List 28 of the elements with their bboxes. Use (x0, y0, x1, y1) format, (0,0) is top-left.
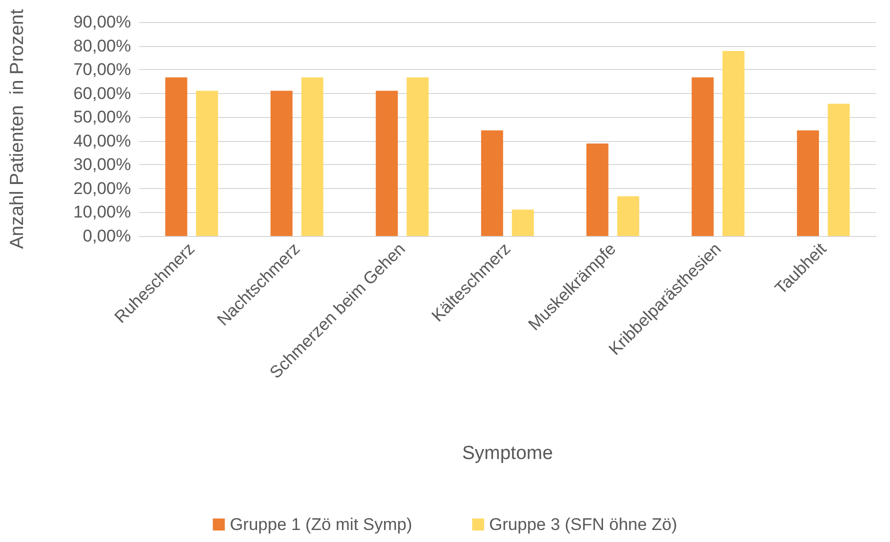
legend-label: Gruppe 3 (SFN öhne Zö) (489, 515, 678, 534)
y-tick-label: 0,00% (82, 226, 131, 246)
bar (196, 90, 218, 236)
bar (376, 90, 398, 236)
bar (301, 77, 324, 236)
y-tick-label: 70,00% (73, 60, 131, 80)
y-tick-label: 40,00% (73, 131, 131, 150)
y-tick-label: 80,00% (73, 36, 131, 56)
x-axis-title: Symptome (462, 443, 553, 464)
y-axis-title: Anzahl Patienten in Prozent (7, 8, 28, 249)
bar (586, 144, 608, 236)
bar (796, 130, 819, 236)
y-tick-label: 50,00% (73, 108, 131, 127)
y-tick-label: 30,00% (73, 155, 131, 174)
legend-label: Gruppe 1 (Zö mit Symp) (230, 515, 412, 534)
bar (406, 77, 429, 236)
bar (828, 104, 850, 236)
bar (722, 51, 744, 236)
y-tick-label: 20,00% (73, 178, 131, 198)
y-tick-label: 60,00% (73, 84, 131, 103)
bar (481, 130, 504, 236)
bar (165, 77, 188, 236)
bar (692, 77, 714, 236)
y-tick-label: 90,00% (73, 12, 131, 32)
bar (512, 210, 534, 236)
bar (617, 196, 640, 236)
bar (270, 90, 293, 236)
y-tick-label: 10,00% (73, 202, 131, 222)
